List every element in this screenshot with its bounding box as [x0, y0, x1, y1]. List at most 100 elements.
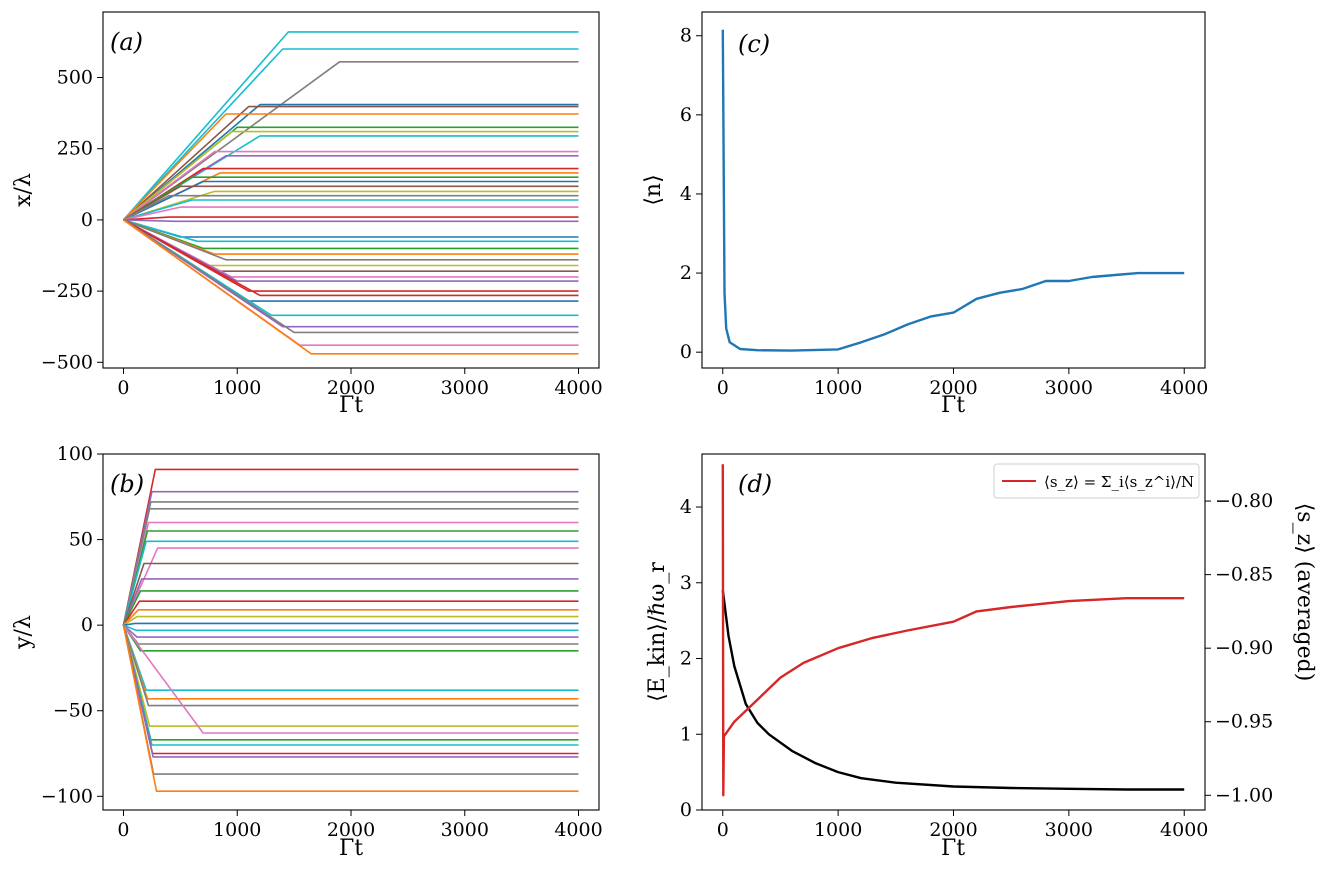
panel-a-series-traj-16: [123, 185, 579, 221]
panel-b-ytick-label: −100: [41, 785, 93, 807]
panel-b-series-traj-23: [122, 624, 579, 727]
panel-b-ytick-label: 100: [57, 443, 93, 465]
panel-b-series-traj-14: [123, 615, 579, 626]
panel-b-xticks: 0 1000 2000 3000 4000: [117, 810, 603, 841]
panel-c: 0 1000 2000 3000 4000 0 2 4 6 8 (c) Γt ⟨n⟩: [641, 11, 1208, 418]
panel-b-series-traj-6: [122, 530, 579, 626]
panel-a-series-traj-5: [122, 105, 579, 221]
panel-d-ytick-label: 3: [680, 572, 692, 594]
panel-a-series-traj-12: [123, 167, 579, 221]
panel-b-series-traj-16: [123, 624, 579, 632]
panel-b-series-traj-26: [122, 625, 579, 746]
panel-a-lines: [122, 31, 579, 355]
panel-d-y2tick-label: −0.80: [1215, 490, 1273, 512]
panel-d-ytick-label: 1: [680, 723, 692, 745]
panel-a-series-traj-18: [123, 194, 579, 221]
panel-b-series-traj-9: [122, 562, 579, 626]
panel-b-series-traj-20: [122, 624, 579, 692]
panel-a-series-traj-4: [122, 103, 579, 221]
panel-d-y2tick-label: −0.90: [1215, 637, 1273, 659]
panel-c-yticks: 0 2 4 6 8: [680, 25, 702, 363]
panel-a-series-traj-39: [123, 219, 579, 355]
panel-a-series-traj-21: [123, 216, 579, 221]
panel-a: 0 1000 2000 3000 4000 −500 −250 0 250 500 (a) Γt…: [11, 11, 603, 418]
panel-b-series-traj-19: [122, 624, 579, 652]
panel-d-xtick-label: 0: [717, 819, 729, 841]
panel-a-xtick-label: 4000: [554, 377, 602, 399]
panel-b-series-traj-7: [122, 540, 579, 626]
panel-b-xlabel: Γt: [339, 836, 363, 861]
panel-d-ytick-label: 2: [680, 648, 692, 670]
panel-a-series-traj-25: [123, 219, 579, 250]
panel-c-xtick-label: 4000: [1160, 377, 1208, 399]
panel-a-series-traj-8: [122, 130, 579, 221]
panel-b-series-traj-2: [122, 490, 579, 626]
panel-d-lines: [721, 464, 1185, 797]
panel-d-xticks: 0 1000 2000 3000 4000: [717, 810, 1208, 841]
panel-c-xtick-label: 1000: [814, 377, 862, 399]
panel-c-xticks: 0 1000 2000 3000 4000: [717, 368, 1208, 399]
panel-d-ylabel: ⟨E_kin⟩/ℏω_r: [645, 562, 670, 702]
panel-d-series-kinetic-energy: [721, 590, 1185, 791]
panel-a-ylabel: x/λ: [11, 173, 36, 207]
panel-b-series-traj-17: [122, 624, 579, 638]
panel-a-xtick-label: 2000: [327, 377, 375, 399]
panel-a-series-traj-15: [123, 180, 579, 221]
legend-label: ⟨s_z⟩ = Σ_i⟨s_z^i⟩/N: [1044, 473, 1194, 491]
panel-d-ytick-label: 0: [680, 799, 692, 821]
panel-b-lines: [122, 468, 579, 793]
panel-d-yticks: 0 1 2 3 4: [680, 496, 702, 821]
panel-a-series-traj-20: [123, 206, 579, 221]
panel-a-series-traj-23: [123, 219, 579, 238]
panel-b-series-traj-24: [122, 624, 579, 734]
panel-d-xtick-label: 2000: [929, 819, 977, 841]
panel-c-ytick-label: 4: [680, 183, 692, 205]
panel-d-label: (d): [738, 470, 772, 498]
panel-c-series-mean-photon-number: [721, 29, 1185, 352]
panel-c-xtick-label: 0: [717, 377, 729, 399]
panel-b-ytick-label: 0: [81, 614, 93, 636]
panel-d-xlabel: Γt: [941, 836, 965, 861]
panel-b-series-traj-30: [122, 625, 579, 793]
panel-b-series-traj-18: [122, 624, 579, 645]
panel-c-xlabel: Γt: [941, 393, 965, 418]
panel-c-ytick-label: 8: [680, 25, 692, 47]
legend-box: [993, 463, 1200, 499]
panel-b-xtick-label: 0: [117, 819, 129, 841]
panel-a-xtick-label: 3000: [441, 377, 489, 399]
panel-b-series-traj-21: [122, 624, 579, 700]
panel-b-series-traj-29: [122, 625, 579, 775]
panel-a-series-traj-22: [123, 219, 579, 223]
panel-c-ytick-label: 2: [680, 262, 692, 284]
panel-a-xticks: 0 1000 2000 3000 4000: [117, 368, 603, 399]
panel-a-series-traj-10: [123, 150, 579, 221]
panel-b: 0 1000 2000 3000 4000 −100 −50 0 50 100 (b) Γt y…: [11, 443, 603, 861]
panel-a-series-traj-1: [122, 31, 579, 221]
panel-a-series-traj-36: [123, 219, 579, 328]
panel-d-y2ticks: −1.00 −0.95 −0.90 −0.85 −0.80: [1205, 490, 1273, 806]
panel-c-lines: [721, 29, 1185, 352]
panel-b-xtick-label: 3000: [441, 819, 489, 841]
panel-d-xtick-label: 4000: [1160, 819, 1208, 841]
panel-c-frame: [701, 11, 1206, 369]
panel-d-frame: [701, 453, 1206, 811]
panel-a-label: (a): [110, 28, 143, 56]
panel-b-series-traj-10: [122, 578, 579, 626]
panel-b-yticks: −100 −50 0 50 100: [41, 443, 103, 807]
panel-b-series-traj-15: [123, 622, 579, 626]
panel-b-ytick-label: −50: [53, 700, 93, 722]
panel-c-label: (c): [738, 30, 770, 58]
panel-a-ytick-label: −250: [41, 280, 93, 302]
legend: ⟨s_z⟩ = Σ_i⟨s_z^i⟩/N: [993, 463, 1200, 499]
panel-c-ytick-label: 6: [680, 104, 692, 126]
panel-d-ytick-label: 4: [680, 496, 692, 518]
panel-b-xtick-label: 1000: [213, 819, 261, 841]
panel-a-series-traj-2: [122, 48, 579, 221]
panel-b-series-traj-4: [122, 507, 579, 626]
panel-b-xtick-label: 4000: [554, 819, 602, 841]
panel-c-ytick-label: 0: [680, 341, 692, 363]
panel-a-ytick-label: 250: [57, 138, 93, 160]
panel-d-series-mean-sz: [721, 464, 1185, 797]
